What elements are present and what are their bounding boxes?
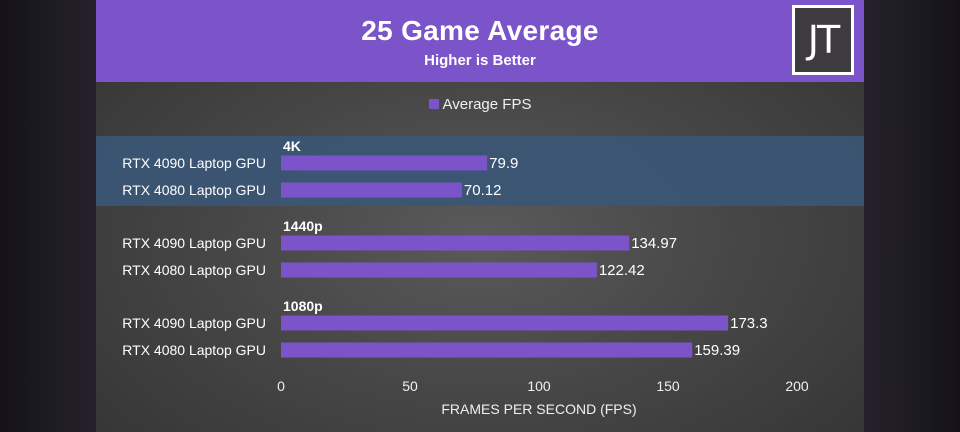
x-axis-label: FRAMES PER SECOND (FPS) [441, 401, 636, 417]
category-label: RTX 4090 Laptop GPU [122, 155, 266, 171]
group-label: 1440p [283, 218, 323, 234]
data-label: 122.42 [599, 262, 645, 279]
bar [281, 315, 729, 331]
data-label: 134.97 [631, 235, 677, 252]
category-label: RTX 4080 Laptop GPU [122, 342, 266, 358]
chart-title: 25 Game Average [361, 15, 599, 46]
data-label: 173.3 [730, 315, 768, 332]
x-tick-label: 100 [527, 378, 551, 394]
group-label: 4K [283, 138, 301, 154]
data-label: 159.39 [694, 342, 740, 359]
chart-card: 25 Game Average Higher is Better JT Aver… [96, 0, 864, 432]
category-label: RTX 4080 Laptop GPU [122, 182, 266, 198]
bar [281, 182, 462, 198]
x-tick-label: 200 [785, 378, 809, 394]
category-label: RTX 4090 Laptop GPU [122, 315, 266, 331]
x-tick-label: 150 [656, 378, 680, 394]
group-highlight-band [96, 136, 864, 206]
data-label: 70.12 [464, 182, 502, 199]
legend-swatch [428, 99, 439, 109]
data-label: 79.9 [489, 155, 518, 172]
bar [281, 262, 597, 278]
page-background-right [864, 0, 960, 432]
chart-header: 25 Game Average Higher is Better JT [96, 0, 864, 82]
bar [281, 342, 693, 358]
bar-chart-plot: 4K RTX 4090 Laptop GPU 79.9 RTX 4080 Laptop… [96, 136, 864, 417]
chart-legend: Average FPS [96, 96, 864, 113]
bar [281, 235, 630, 251]
group-label: 1080p [283, 298, 323, 314]
category-label: RTX 4080 Laptop GPU [122, 262, 266, 278]
category-label: RTX 4090 Laptop GPU [122, 235, 266, 251]
x-tick-label: 0 [277, 378, 285, 394]
chart-subtitle: Higher is Better [424, 52, 536, 69]
page-background-left [0, 0, 96, 432]
x-tick-label: 50 [402, 378, 418, 394]
legend-label: Average FPS [442, 96, 532, 113]
channel-logo: JT [792, 5, 854, 75]
bar [281, 155, 488, 171]
